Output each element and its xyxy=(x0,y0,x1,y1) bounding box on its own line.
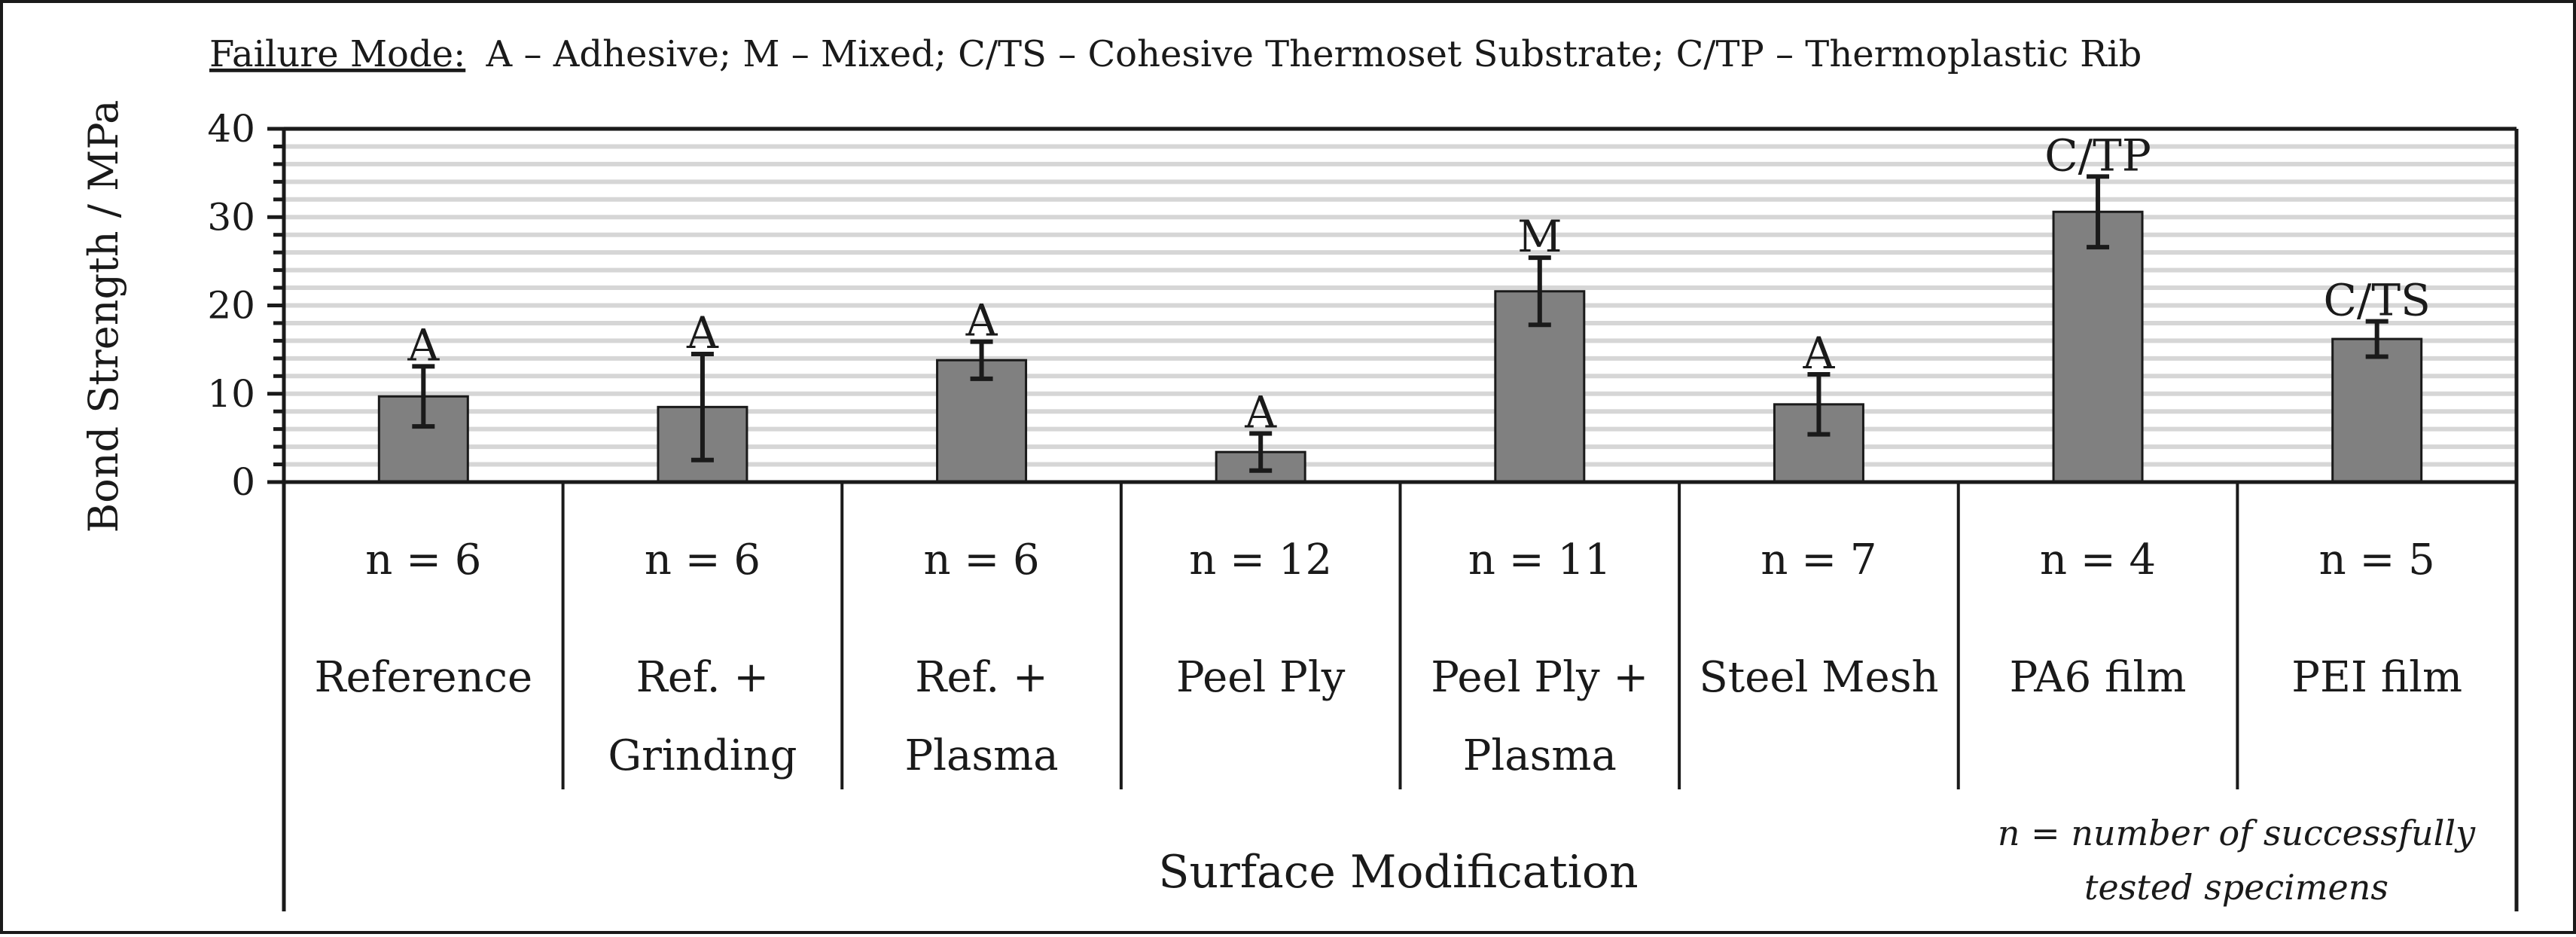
legend-line: Failure Mode: A – Adhesive; M – Mixed; C… xyxy=(209,33,2142,75)
failure-mode-label-0: A xyxy=(407,319,440,371)
category-label-6-line-0: PA6 film xyxy=(2010,653,2187,702)
specimen-count-5: n = 7 xyxy=(1761,536,1876,584)
y-tick-label-0: 0 xyxy=(231,460,255,504)
legend-text: A – Adhesive; M – Mixed; C/TS – Cohesive… xyxy=(486,33,2142,75)
label-layer: 0 10 20 30 40 An = 6 Reference An = 6 Ref. + Grin… xyxy=(207,107,2462,780)
specimen-note-line-1: n = number of successfully xyxy=(1998,813,2476,853)
failure-mode-label-6: C/TP xyxy=(2044,130,2151,181)
legend-prefix: Failure Mode: xyxy=(209,33,465,75)
category-label-2-line-0: Ref. + xyxy=(915,653,1048,702)
failure-mode-label-5: A xyxy=(1802,328,1835,379)
bar-layer xyxy=(377,174,2423,484)
specimen-count-7: n = 5 xyxy=(2319,536,2435,584)
category-label-1-line-0: Ref. + xyxy=(636,653,770,702)
category-label-7-line-0: PEI film xyxy=(2291,653,2462,702)
specimen-count-4: n = 11 xyxy=(1468,536,1611,584)
category-label-0-line-0: Reference xyxy=(314,653,532,702)
failure-mode-label-7: C/TS xyxy=(2324,275,2431,326)
specimen-count-1: n = 6 xyxy=(645,536,761,584)
category-label-2-line-1: Plasma xyxy=(904,731,1058,780)
category-label-1-line-1: Grinding xyxy=(608,731,797,780)
x-axis-label: Surface Modification xyxy=(1158,846,1638,899)
bar-7 xyxy=(2331,337,2423,484)
category-label-3-line-0: Peel Ply xyxy=(1176,653,1346,702)
bar-6 xyxy=(2052,210,2144,484)
y-tick-label-20: 20 xyxy=(207,284,255,328)
failure-mode-label-3: A xyxy=(1244,387,1277,438)
y-tick-label-40: 40 xyxy=(207,107,255,151)
specimen-count-3: n = 12 xyxy=(1189,536,1332,584)
y-tick-label-30: 30 xyxy=(207,195,255,239)
y-tick-label-10: 10 xyxy=(207,372,255,416)
specimen-note-line-2: tested specimens xyxy=(2084,867,2389,908)
category-label-4-line-0: Peel Ply + xyxy=(1431,653,1648,702)
failure-mode-label-4: M xyxy=(1517,211,1562,262)
category-label-4-line-1: Plasma xyxy=(1463,731,1617,780)
axis-layer xyxy=(267,127,2519,911)
specimen-count-0: n = 6 xyxy=(365,536,481,584)
failure-mode-label-1: A xyxy=(686,307,719,359)
grid-layer xyxy=(284,127,2517,467)
category-label-5-line-0: Steel Mesh xyxy=(1699,653,1938,702)
specimen-count-6: n = 4 xyxy=(2040,536,2156,584)
y-axis-label: Bond Strength / MPa xyxy=(80,100,127,533)
failure-mode-label-2: A xyxy=(965,295,998,346)
specimen-count-2: n = 6 xyxy=(923,536,1039,584)
